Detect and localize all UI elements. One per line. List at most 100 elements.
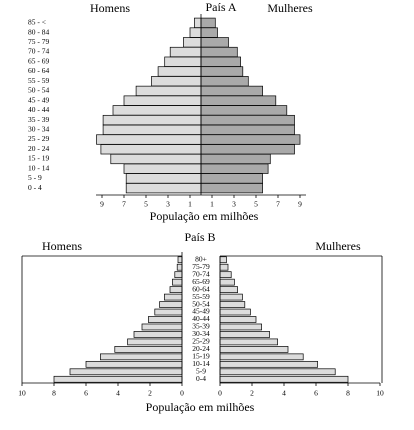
bar xyxy=(114,346,183,353)
bar xyxy=(219,263,229,271)
x-tick-label: 9 xyxy=(100,200,104,209)
x-tick-label: 3 xyxy=(232,200,236,209)
bar xyxy=(200,163,269,174)
y-tick-label: 85 - < xyxy=(28,18,46,27)
bar xyxy=(157,66,202,77)
bar xyxy=(200,17,216,28)
bar xyxy=(169,286,183,293)
legend-label: Homens xyxy=(42,239,82,253)
bar xyxy=(200,46,238,58)
bar xyxy=(200,95,277,106)
bar xyxy=(200,153,271,165)
y-tick-label: 40 - 44 xyxy=(28,105,49,114)
x-tick-label: 2 xyxy=(250,389,254,398)
y-tick-label: 20-24 xyxy=(192,344,210,353)
bar xyxy=(200,173,263,184)
bar xyxy=(219,368,336,376)
bar xyxy=(219,346,289,353)
y-tick-label: 5-9 xyxy=(196,367,206,376)
chart-title: País B xyxy=(184,230,215,244)
bar xyxy=(219,278,235,286)
bar xyxy=(151,76,202,87)
y-tick-label: 75 - 79 xyxy=(28,37,49,46)
bar xyxy=(200,105,288,116)
bar xyxy=(219,293,243,301)
x-tick-label: 0 xyxy=(180,389,184,398)
bar xyxy=(123,95,202,106)
bar xyxy=(219,375,349,383)
bar xyxy=(200,183,263,194)
bar xyxy=(200,134,301,145)
x-tick-label: 8 xyxy=(346,389,350,398)
y-tick-label: 10 - 14 xyxy=(28,163,49,172)
x-tick-label: 0 xyxy=(218,389,222,398)
bar xyxy=(219,360,318,368)
bar xyxy=(164,293,183,301)
x-axis-label: População em milhões xyxy=(150,209,259,223)
bar xyxy=(219,256,227,264)
bar xyxy=(69,368,183,376)
legend-label: Mulheres xyxy=(267,1,313,15)
bar xyxy=(110,153,202,165)
x-tick-label: 4 xyxy=(116,389,120,398)
bar xyxy=(219,338,278,346)
x-tick-label: 2 xyxy=(148,389,152,398)
bar xyxy=(219,308,251,316)
bar xyxy=(183,37,202,48)
y-tick-label: 55-59 xyxy=(192,292,210,301)
bar xyxy=(141,323,183,331)
legend-label: Mulheres xyxy=(315,239,361,253)
bar xyxy=(219,353,304,361)
y-tick-label: 50-54 xyxy=(192,299,210,308)
bar xyxy=(200,27,218,38)
bar xyxy=(133,331,183,338)
y-tick-label: 30 - 34 xyxy=(28,125,49,134)
y-tick-label: 55 - 59 xyxy=(28,76,49,85)
legend-label: Homens xyxy=(90,1,130,15)
y-tick-label: 35 - 39 xyxy=(28,115,49,124)
bar xyxy=(112,105,202,116)
y-tick-label: 50 - 54 xyxy=(28,86,49,95)
x-tick-label: 7 xyxy=(122,200,126,209)
y-tick-label: 10-14 xyxy=(192,359,210,368)
bar xyxy=(200,114,295,126)
bar xyxy=(148,316,183,323)
bar xyxy=(159,301,183,308)
bar xyxy=(219,331,270,338)
x-tick-label: 10 xyxy=(18,389,26,398)
y-tick-label: 25 - 29 xyxy=(28,134,49,143)
bar xyxy=(174,271,183,279)
x-tick-label: 1 xyxy=(210,200,214,209)
y-tick-label: 65 - 69 xyxy=(28,56,49,65)
bar xyxy=(200,124,295,135)
x-tick-label: 6 xyxy=(314,389,318,398)
y-tick-label: 30-34 xyxy=(192,329,210,338)
x-tick-label: 3 xyxy=(166,200,170,209)
chart-title: País A xyxy=(205,0,236,14)
bar xyxy=(172,278,183,286)
y-tick-label: 15-19 xyxy=(192,352,210,361)
y-tick-label: 15 - 19 xyxy=(28,154,49,163)
x-tick-label: 9 xyxy=(298,200,302,209)
x-tick-label: 1 xyxy=(188,200,192,209)
bar xyxy=(194,17,202,28)
y-tick-label: 70 - 74 xyxy=(28,47,49,56)
bar xyxy=(189,27,202,38)
y-tick-label: 60 - 64 xyxy=(28,66,49,75)
bar xyxy=(135,85,202,97)
y-tick-label: 45 - 49 xyxy=(28,95,49,104)
y-tick-label: 45-49 xyxy=(192,307,210,316)
bar xyxy=(169,46,202,58)
bar xyxy=(177,256,183,264)
bar xyxy=(200,85,263,97)
y-tick-label: 20 - 24 xyxy=(28,144,49,153)
x-tick-label: 6 xyxy=(84,389,88,398)
y-tick-label: 80+ xyxy=(195,254,207,263)
bar xyxy=(200,37,229,48)
bar xyxy=(53,375,183,383)
y-tick-label: 75-79 xyxy=(192,262,210,271)
bar xyxy=(123,163,202,174)
bar xyxy=(102,124,202,135)
bar xyxy=(200,56,241,67)
